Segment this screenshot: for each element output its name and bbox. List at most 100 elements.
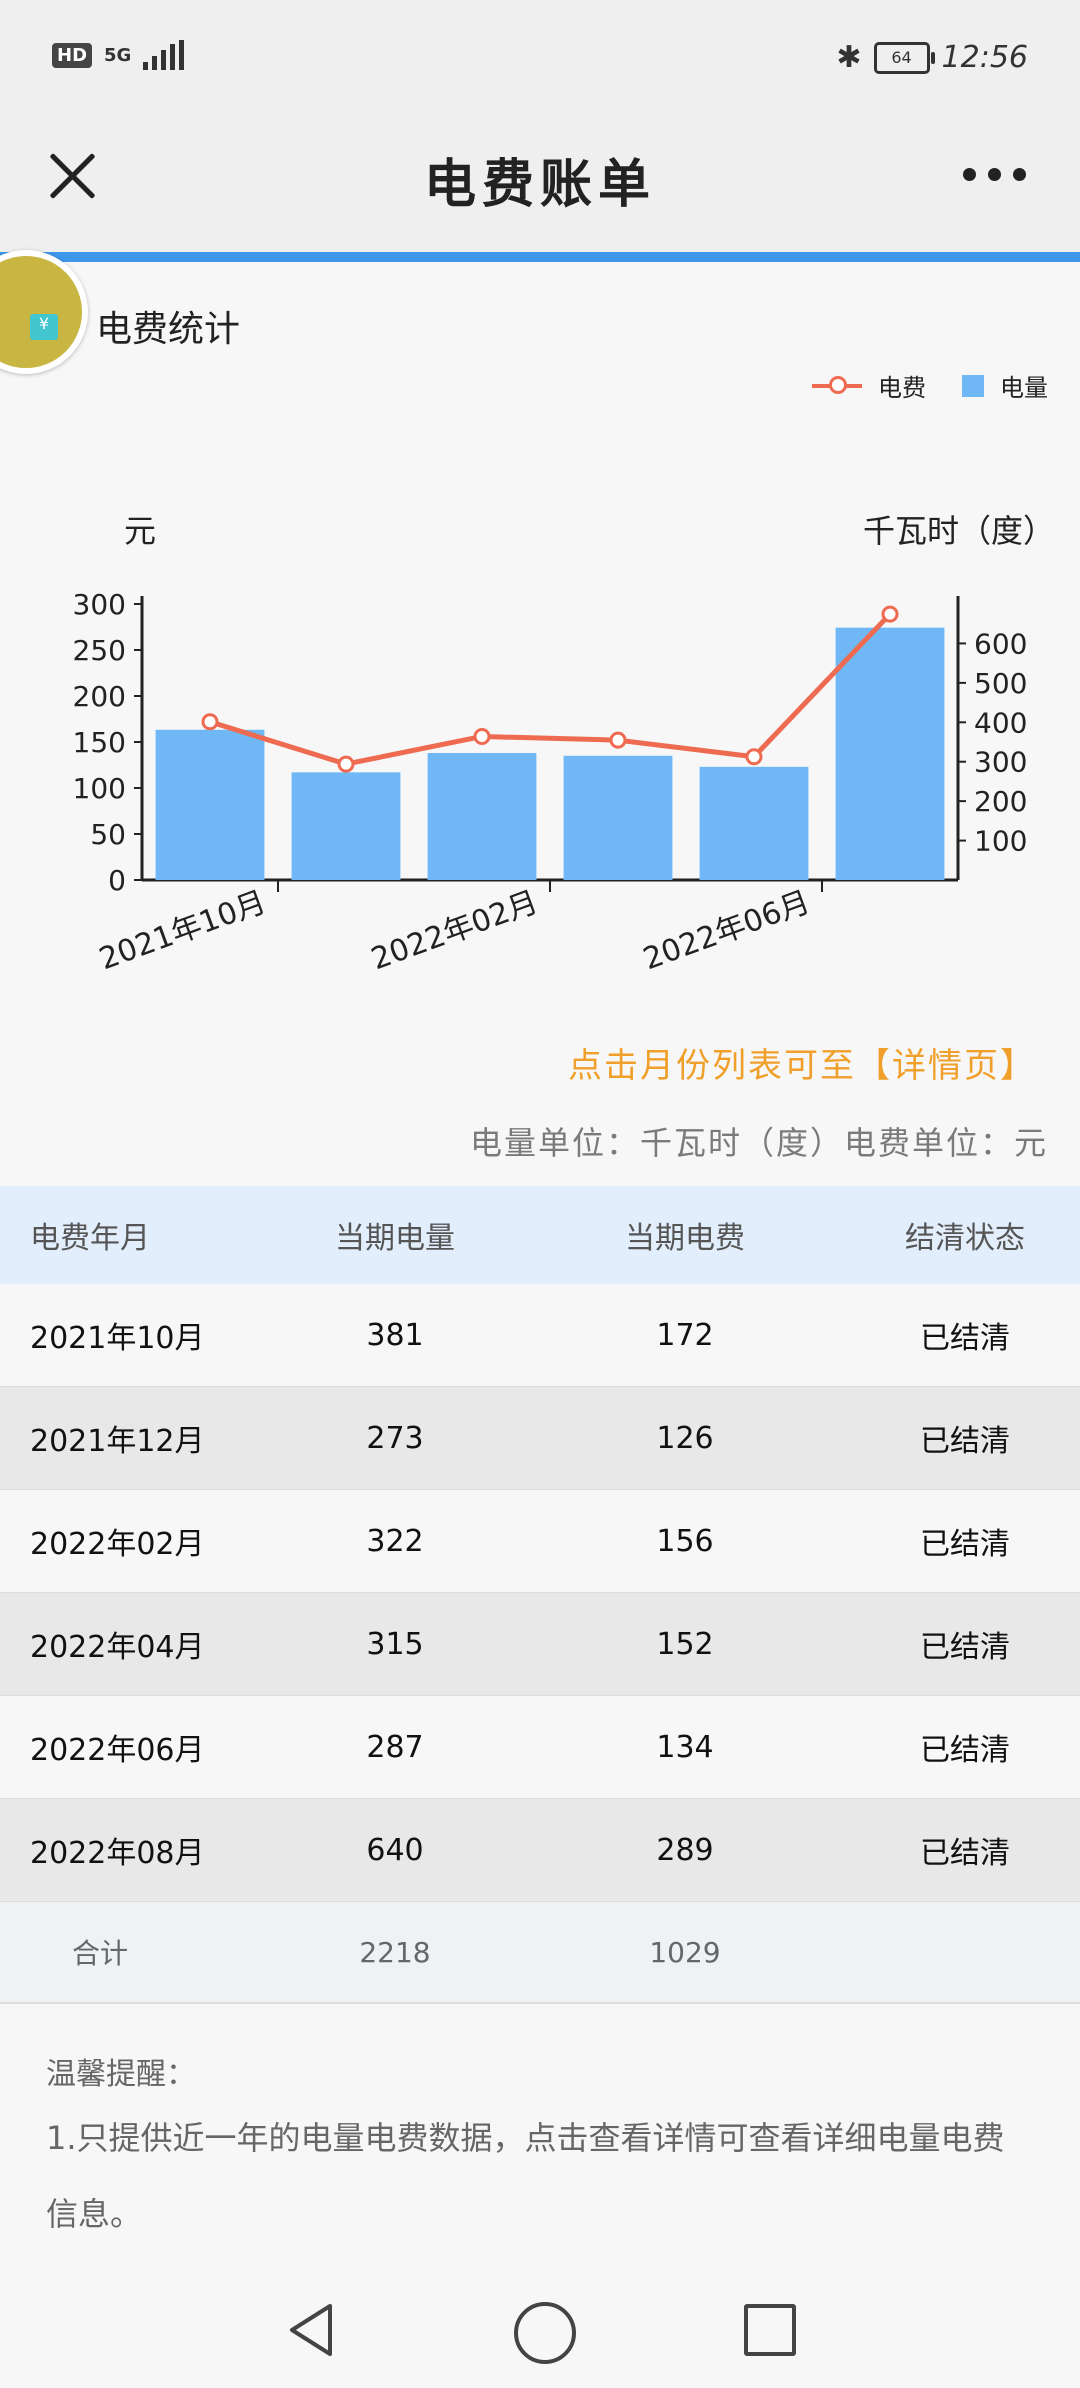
table-row[interactable]: 2021年12月 273 126 已结清 — [0, 1387, 1080, 1490]
cell-month: 2022年06月 — [30, 1733, 205, 1768]
right-tick-label: 200 — [974, 785, 1027, 818]
cell-status: 已结清 — [920, 1527, 1010, 1562]
left-tick-label: 200 — [73, 680, 126, 713]
usage-fee-chart: 元 千瓦时（度） 0 50 100 150 200 250 300 100 200 300 400 5… — [73, 512, 1055, 978]
signal-icon — [143, 40, 185, 70]
total-usage: 2218 — [359, 1935, 431, 1969]
cell-month: 2022年04月 — [30, 1630, 205, 1665]
system-nav-bar — [0, 2276, 1080, 2388]
cell-usage: 315 — [366, 1626, 424, 1662]
cell-month: 2022年08月 — [30, 1836, 205, 1871]
home-circle-icon[interactable] — [514, 2302, 576, 2364]
cell-usage: 287 — [366, 1729, 424, 1765]
right-tick-label: 500 — [974, 667, 1027, 700]
fee-point — [337, 755, 355, 773]
x-tick-label: 2022年06月 — [639, 885, 815, 978]
cell-status: 已结清 — [920, 1321, 1010, 1356]
status-left: HD 5G — [52, 40, 185, 70]
cell-usage: 640 — [366, 1832, 424, 1868]
right-tick-label: 400 — [974, 706, 1027, 739]
cell-fee: 156 — [656, 1523, 714, 1559]
fee-point — [881, 605, 899, 623]
right-tick-label: 100 — [974, 825, 1027, 858]
header-fee: 当期电费 — [625, 1221, 745, 1256]
status-right: ✱ 64 12:56 — [836, 40, 1028, 75]
tips-panel: 温馨提醒： 1.只提供近一年的电量电费数据，点击查看详情可查看详细电量电费信息。 — [46, 2050, 1036, 2252]
bill-table: 电费年月 当期电量 当期电费 结清状态 2021年10月 381 172 已结清… — [0, 1186, 1080, 2004]
fee-point — [201, 713, 219, 731]
right-tick-label: 600 — [974, 627, 1027, 660]
header-status: 结清状态 — [905, 1221, 1025, 1256]
left-tick-label: 300 — [73, 588, 126, 621]
cell-usage: 273 — [366, 1420, 424, 1456]
tips-title: 温馨提醒： — [46, 2057, 196, 2092]
table-row[interactable]: 2022年02月 322 156 已结清 — [0, 1490, 1080, 1593]
table-row[interactable]: 2021年10月 381 172 已结清 — [0, 1284, 1080, 1387]
cell-usage: 322 — [366, 1523, 424, 1559]
battery-level: 64 — [891, 47, 912, 67]
right-axis-label: 千瓦时（度） — [863, 512, 1055, 550]
cell-month: 2021年12月 — [30, 1424, 205, 1459]
x-tick-label: 2022年02月 — [367, 885, 543, 978]
left-tick-label: 0 — [108, 864, 126, 897]
hd-badge: HD — [52, 42, 93, 68]
header-usage: 当期电量 — [335, 1221, 455, 1256]
total-row: 合计 2218 1029 — [0, 1902, 1080, 2004]
cell-status: 已结清 — [920, 1630, 1010, 1665]
cell-status: 已结清 — [920, 1424, 1010, 1459]
cell-fee: 172 — [656, 1317, 714, 1353]
battery-icon: 64 — [873, 41, 935, 74]
cell-fee: 134 — [656, 1729, 714, 1765]
right-tick-label: 300 — [974, 746, 1027, 779]
wallet-avatar-icon[interactable]: ¥ — [0, 250, 88, 374]
table-row[interactable]: 2022年04月 315 152 已结清 — [0, 1593, 1080, 1696]
cell-status: 已结清 — [920, 1733, 1010, 1768]
page-title: 电费账单 — [423, 155, 656, 215]
cell-month: 2022年02月 — [30, 1527, 205, 1562]
total-fee: 1029 — [649, 1935, 721, 1969]
cell-month: 2021年10月 — [30, 1321, 205, 1356]
fee-point — [745, 748, 763, 766]
usage-bar — [835, 627, 945, 880]
more-icon[interactable] — [963, 168, 1026, 181]
cell-status: 已结清 — [920, 1836, 1010, 1871]
chart-legend: 电费 电量 — [812, 368, 1048, 403]
tips-line-1: 1.只提供近一年的电量电费数据，点击查看详情可查看详细电量电费信息。 — [46, 2119, 1005, 2233]
unit-note: 电量单位：千瓦时（度）电费单位：元 — [469, 1124, 1048, 1162]
legend-bar-swatch — [962, 374, 984, 397]
recent-square-icon[interactable] — [744, 2304, 796, 2356]
usage-bar — [699, 766, 809, 880]
table-row[interactable]: 2022年08月 640 289 已结清 — [0, 1799, 1080, 1902]
usage-bar — [427, 753, 537, 880]
status-bar: HD 5G ✱ 64 12:56 — [0, 0, 1080, 120]
left-tick-label: 250 — [73, 634, 126, 667]
legend-line-label: 电费 — [878, 374, 926, 402]
fee-line — [209, 612, 892, 767]
section-title: 电费统计 — [96, 309, 241, 350]
usage-bar — [563, 755, 673, 880]
network-type: 5G — [104, 44, 132, 66]
left-axis-label: 元 — [124, 512, 156, 550]
cell-fee: 152 — [656, 1626, 714, 1662]
cell-fee: 289 — [656, 1832, 714, 1868]
header-month: 电费年月 — [30, 1221, 150, 1256]
fee-point — [473, 727, 491, 745]
detail-hint-link[interactable]: 点击月份列表可至【详情页】 — [568, 1046, 1036, 1086]
cell-fee: 126 — [656, 1420, 714, 1456]
left-tick-label: 50 — [90, 818, 126, 851]
usage-bar — [291, 772, 401, 880]
table-row[interactable]: 2022年06月 287 134 已结清 — [0, 1696, 1080, 1799]
back-triangle-icon[interactable] — [282, 2300, 342, 2360]
x-tick-label: 2021年10月 — [95, 885, 271, 978]
left-tick-label: 100 — [73, 772, 126, 805]
legend-bar-label: 电量 — [1000, 374, 1048, 402]
left-tick-label: 150 — [73, 726, 126, 759]
usage-bar — [155, 729, 265, 880]
total-label: 合计 — [72, 1937, 129, 1970]
bluetooth-icon: ✱ — [836, 40, 862, 75]
clock: 12:56 — [941, 40, 1028, 75]
table-header: 电费年月 当期电量 当期电费 结清状态 — [0, 1186, 1080, 1284]
legend-line-swatch — [812, 375, 862, 394]
accent-bar — [0, 252, 1080, 262]
nav-bar: 电费账单 — [0, 120, 1080, 252]
